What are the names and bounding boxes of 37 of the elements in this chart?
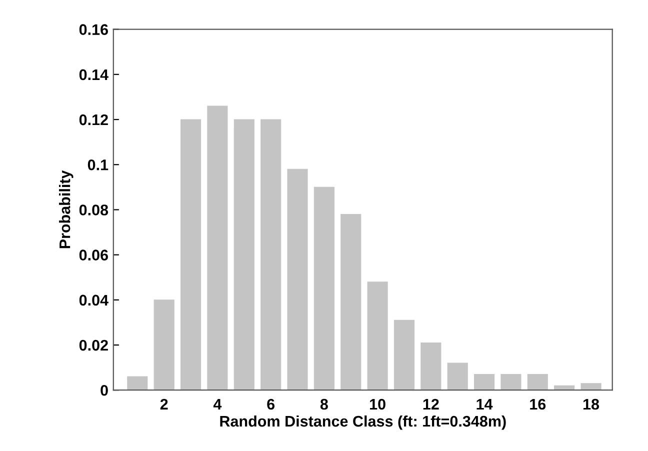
x-tick-label: 16 (530, 398, 546, 410)
y-tick-label: 0.1 (88, 159, 108, 170)
y-tick-label: 0.14 (79, 69, 108, 80)
bar (394, 320, 415, 390)
bar (580, 383, 602, 390)
bar (180, 119, 202, 390)
y-tick-label: 0.16 (79, 24, 108, 35)
bar (154, 300, 174, 390)
x-tick-label: 10 (370, 398, 386, 410)
bar (207, 106, 228, 390)
bar (127, 376, 148, 390)
bar (420, 342, 442, 390)
x-tick-label: 6 (267, 398, 275, 410)
y-tick-label: 0.12 (79, 114, 108, 126)
bar (447, 362, 468, 390)
y-tick-label: 0 (100, 384, 108, 396)
bar (287, 168, 308, 390)
y-tick-label: 0.02 (79, 340, 108, 351)
x-axis-title: Random Distance Class (ft: 1ft=0.348m) (220, 415, 506, 430)
bar (474, 374, 495, 390)
bar (260, 119, 282, 390)
x-tick-label: 4 (213, 399, 222, 410)
x-tick-label: 8 (320, 398, 328, 410)
x-tick-label: 12 (423, 398, 439, 410)
bar (500, 374, 522, 390)
y-tick-label: 0.08 (79, 204, 108, 216)
y-tick-label: 0.06 (79, 250, 108, 260)
x-tick-label: 14 (476, 399, 493, 410)
x-tick-label: 2 (160, 398, 168, 410)
bar (234, 119, 254, 390)
bar (340, 214, 362, 390)
x-tick-label: 18 (583, 398, 600, 410)
bar (314, 186, 334, 390)
bar (367, 282, 388, 390)
y-tick-label: 0.04 (79, 294, 108, 306)
bar (527, 374, 548, 390)
y-axis-title: Probability (59, 170, 74, 248)
